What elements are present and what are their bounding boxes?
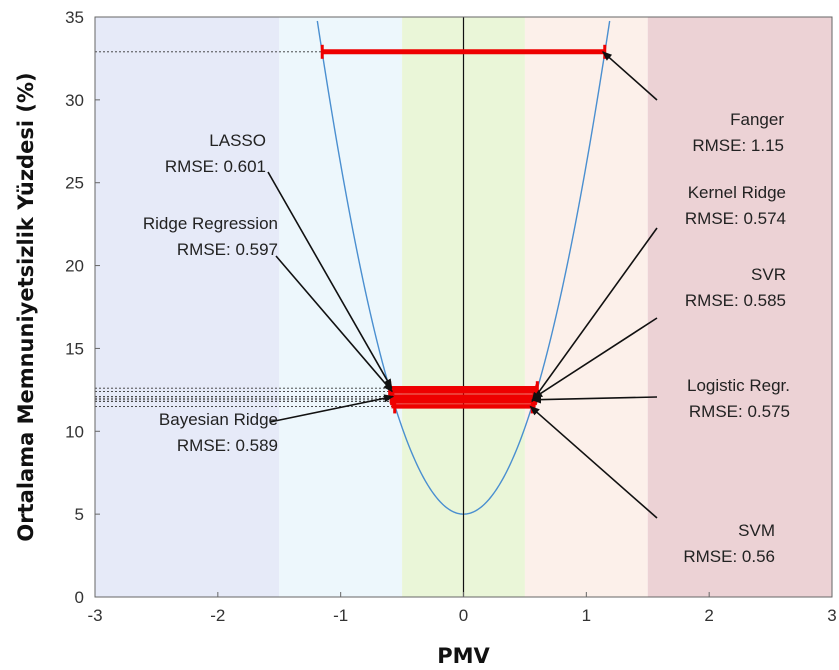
band-0 xyxy=(95,17,280,597)
y-tick-label-4: 20 xyxy=(65,257,84,276)
y-tick-label-6: 30 xyxy=(65,91,84,110)
y-tick-label-7: 35 xyxy=(65,8,84,27)
y-tick-label-3: 15 xyxy=(65,339,84,358)
x-tick-label-3: 0 xyxy=(459,606,468,625)
x-tick-label-4: 1 xyxy=(582,606,591,625)
annotation-arrow-0 xyxy=(267,171,393,390)
y-tick-label-2: 10 xyxy=(65,422,84,441)
y-tick-label-5: 25 xyxy=(65,174,84,193)
annotation-rmse-2: RMSE: 0.589 xyxy=(177,436,278,455)
annotation-name-0: LASSO xyxy=(209,131,266,150)
x-tick-label-0: -3 xyxy=(87,606,102,625)
x-tick-label-5: 2 xyxy=(704,606,713,625)
annotation-name-6: Logistic Regr. xyxy=(687,376,790,395)
x-tick-label-6: 3 xyxy=(827,606,836,625)
y-axis-ticks: 0 5 10 15 20 25 30 35 xyxy=(65,8,100,607)
annotation-name-4: Kernel Ridge xyxy=(688,183,786,202)
annotation-name-5: SVR xyxy=(751,265,786,284)
annotation-rmse-5: RMSE: 0.585 xyxy=(685,291,786,310)
y-tick-label-0: 0 xyxy=(75,588,84,607)
annotation-arrow-3 xyxy=(602,51,658,101)
annotation-arrow-2 xyxy=(269,394,395,423)
annotation-rmse-3: RMSE: 1.15 xyxy=(692,136,784,155)
x-tick-label-2: -1 xyxy=(333,606,348,625)
x-axis-ticks: -3 -2 -1 0 1 2 3 xyxy=(87,592,837,625)
annotation-arrow-6 xyxy=(531,395,658,404)
annotation-name-7: SVM xyxy=(738,521,775,540)
annotation-labels: LASSO RMSE: 0.601 Ridge Regression RMSE: 0.… xyxy=(143,110,790,566)
annotation-name-1: Ridge Regression xyxy=(143,214,278,233)
annotation-arrow-1 xyxy=(275,255,393,393)
x-tick-label-1: -2 xyxy=(210,606,225,625)
annotation-arrow-4 xyxy=(531,227,658,403)
annotation-arrows xyxy=(267,51,658,519)
annotation-name-2: Bayesian Ridge xyxy=(159,410,278,429)
band-3 xyxy=(524,17,648,597)
annotation-arrow-7 xyxy=(529,405,658,519)
annotation-rmse-4: RMSE: 0.574 xyxy=(685,209,786,228)
annotation-arrow-5 xyxy=(532,317,658,399)
annotation-rmse-6: RMSE: 0.575 xyxy=(689,402,790,421)
band-4 xyxy=(647,17,832,597)
band-1 xyxy=(279,17,403,597)
y-axis-title: Ortalama Memnuniyetsizlik Yüzdesi (%) xyxy=(14,72,38,541)
annotation-rmse-1: RMSE: 0.597 xyxy=(177,240,278,259)
x-axis-title: PMV xyxy=(437,644,490,668)
annotation-rmse-7: RMSE: 0.56 xyxy=(683,547,775,566)
pmv-bands xyxy=(95,17,832,597)
annotation-rmse-0: RMSE: 0.601 xyxy=(165,157,266,176)
annotation-name-3: Fanger xyxy=(730,110,784,129)
y-tick-label-1: 5 xyxy=(75,505,84,524)
